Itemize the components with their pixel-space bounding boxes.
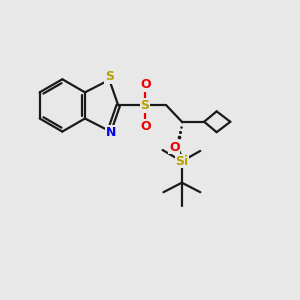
Text: S: S [140, 99, 149, 112]
Text: Si: Si [175, 155, 188, 168]
Text: O: O [140, 78, 151, 91]
Text: O: O [140, 120, 151, 133]
Text: N: N [106, 126, 116, 139]
Text: S: S [105, 70, 114, 83]
Text: O: O [169, 141, 180, 154]
